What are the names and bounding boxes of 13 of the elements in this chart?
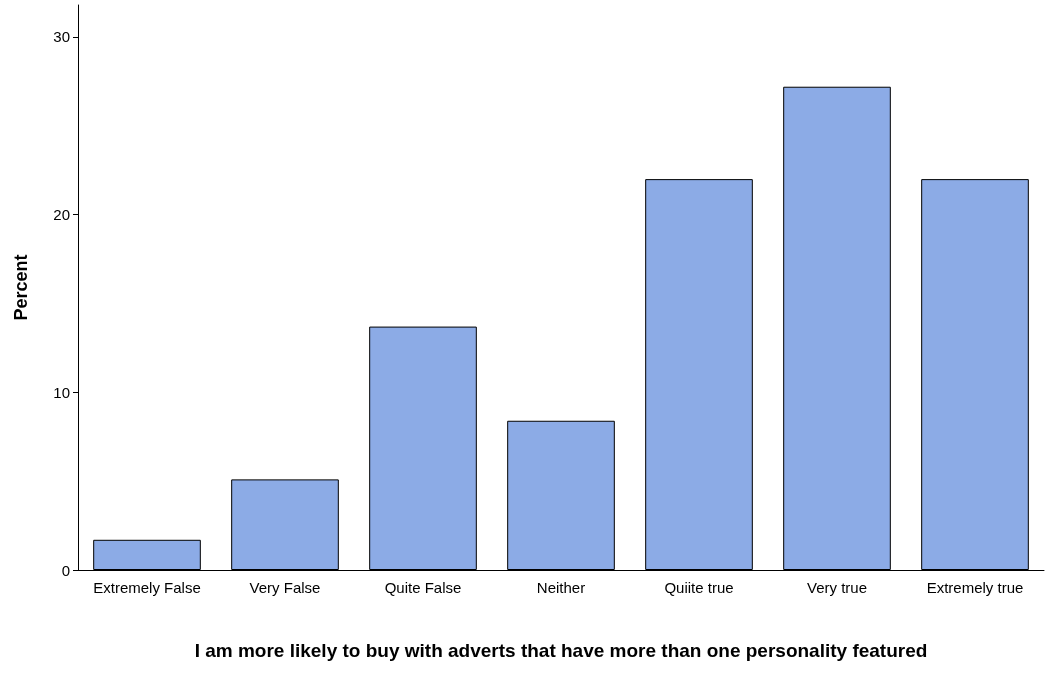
x-axis-title: I am more likely to buy with adverts that have more than one personality featured (194, 639, 928, 661)
x-tick-label: Quite False (384, 578, 462, 596)
y-tick-label: 0 (61, 561, 70, 579)
y-tick-label: 30 (53, 28, 70, 46)
x-tick-label: Extremely False (93, 578, 201, 596)
x-tick-label: Neither (536, 578, 586, 596)
x-tick-label: Very true (806, 578, 868, 596)
x-tick-label: Quiite true (664, 578, 734, 596)
x-tick-label: Very False (249, 578, 321, 596)
y-tick-label: 20 (53, 206, 70, 224)
y-axis-title: Percent (11, 254, 31, 321)
y-tick-label: 10 (53, 383, 70, 401)
x-tick-label: Extremely true (926, 578, 1024, 596)
